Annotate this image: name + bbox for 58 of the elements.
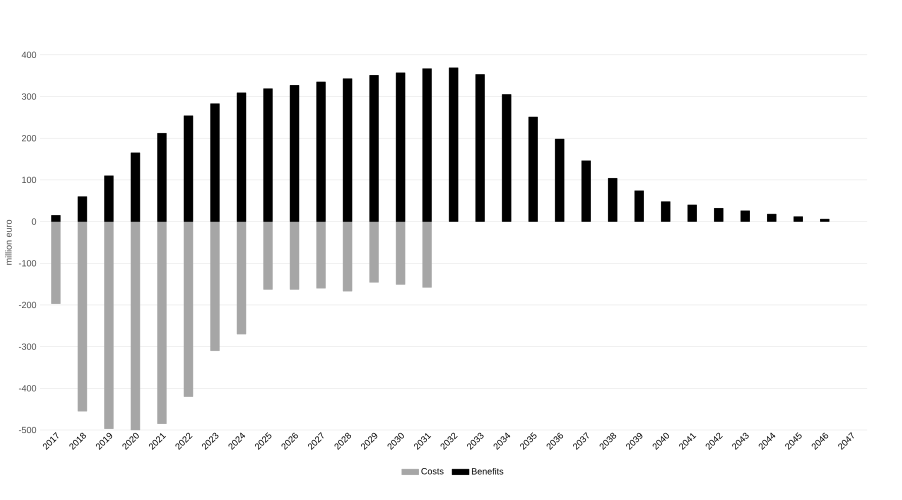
y-tick-label: 0 — [32, 218, 36, 225]
y-tick-label: -200 — [18, 302, 36, 308]
bar — [263, 221, 273, 290]
bar — [794, 216, 803, 222]
bar — [369, 221, 379, 283]
bar — [184, 115, 194, 222]
bar — [130, 152, 140, 222]
bar — [502, 94, 512, 222]
bar — [396, 221, 406, 285]
y-tick-label: 300 — [22, 93, 36, 100]
y-tick-label: -400 — [18, 385, 36, 392]
y-tick-label: 200 — [22, 135, 36, 142]
y-axis-title: million euro — [5, 220, 12, 265]
bar — [581, 160, 591, 222]
bar — [608, 178, 618, 222]
bar — [290, 85, 300, 222]
bar — [236, 92, 246, 222]
bar — [316, 82, 326, 222]
y-tick-label: -500 — [18, 426, 36, 434]
y-tick-label: -300 — [18, 343, 36, 350]
bar — [820, 218, 830, 222]
bar — [184, 221, 194, 397]
bar — [130, 221, 140, 430]
bar — [634, 190, 644, 222]
y-tick-label: -100 — [18, 260, 36, 266]
bar — [157, 133, 167, 222]
bar — [554, 138, 564, 222]
bar — [263, 88, 273, 222]
bar — [290, 221, 300, 290]
bar — [210, 103, 220, 222]
bar — [78, 221, 88, 412]
bar — [528, 116, 538, 222]
y-tick-label: 400 — [22, 52, 36, 58]
legend-label: Costs — [421, 468, 444, 474]
bar — [422, 68, 432, 222]
legend-label: Benefits — [472, 468, 504, 475]
bar — [104, 176, 114, 222]
bar — [767, 214, 776, 222]
bar — [157, 221, 167, 424]
bar — [78, 196, 88, 222]
bar — [396, 72, 406, 222]
bar — [740, 210, 750, 222]
bar — [104, 221, 114, 429]
bar — [475, 74, 485, 222]
bar — [316, 221, 326, 288]
bar — [422, 221, 432, 288]
bar — [342, 221, 352, 292]
bar — [51, 221, 61, 304]
bar — [687, 204, 697, 222]
y-tick-label: 100 — [22, 176, 36, 184]
bar — [660, 201, 670, 222]
bar — [236, 221, 246, 334]
bar — [369, 75, 379, 222]
bar — [51, 215, 61, 222]
bar — [448, 68, 458, 222]
bar — [342, 78, 352, 222]
bar — [714, 208, 724, 222]
bar — [210, 221, 220, 351]
